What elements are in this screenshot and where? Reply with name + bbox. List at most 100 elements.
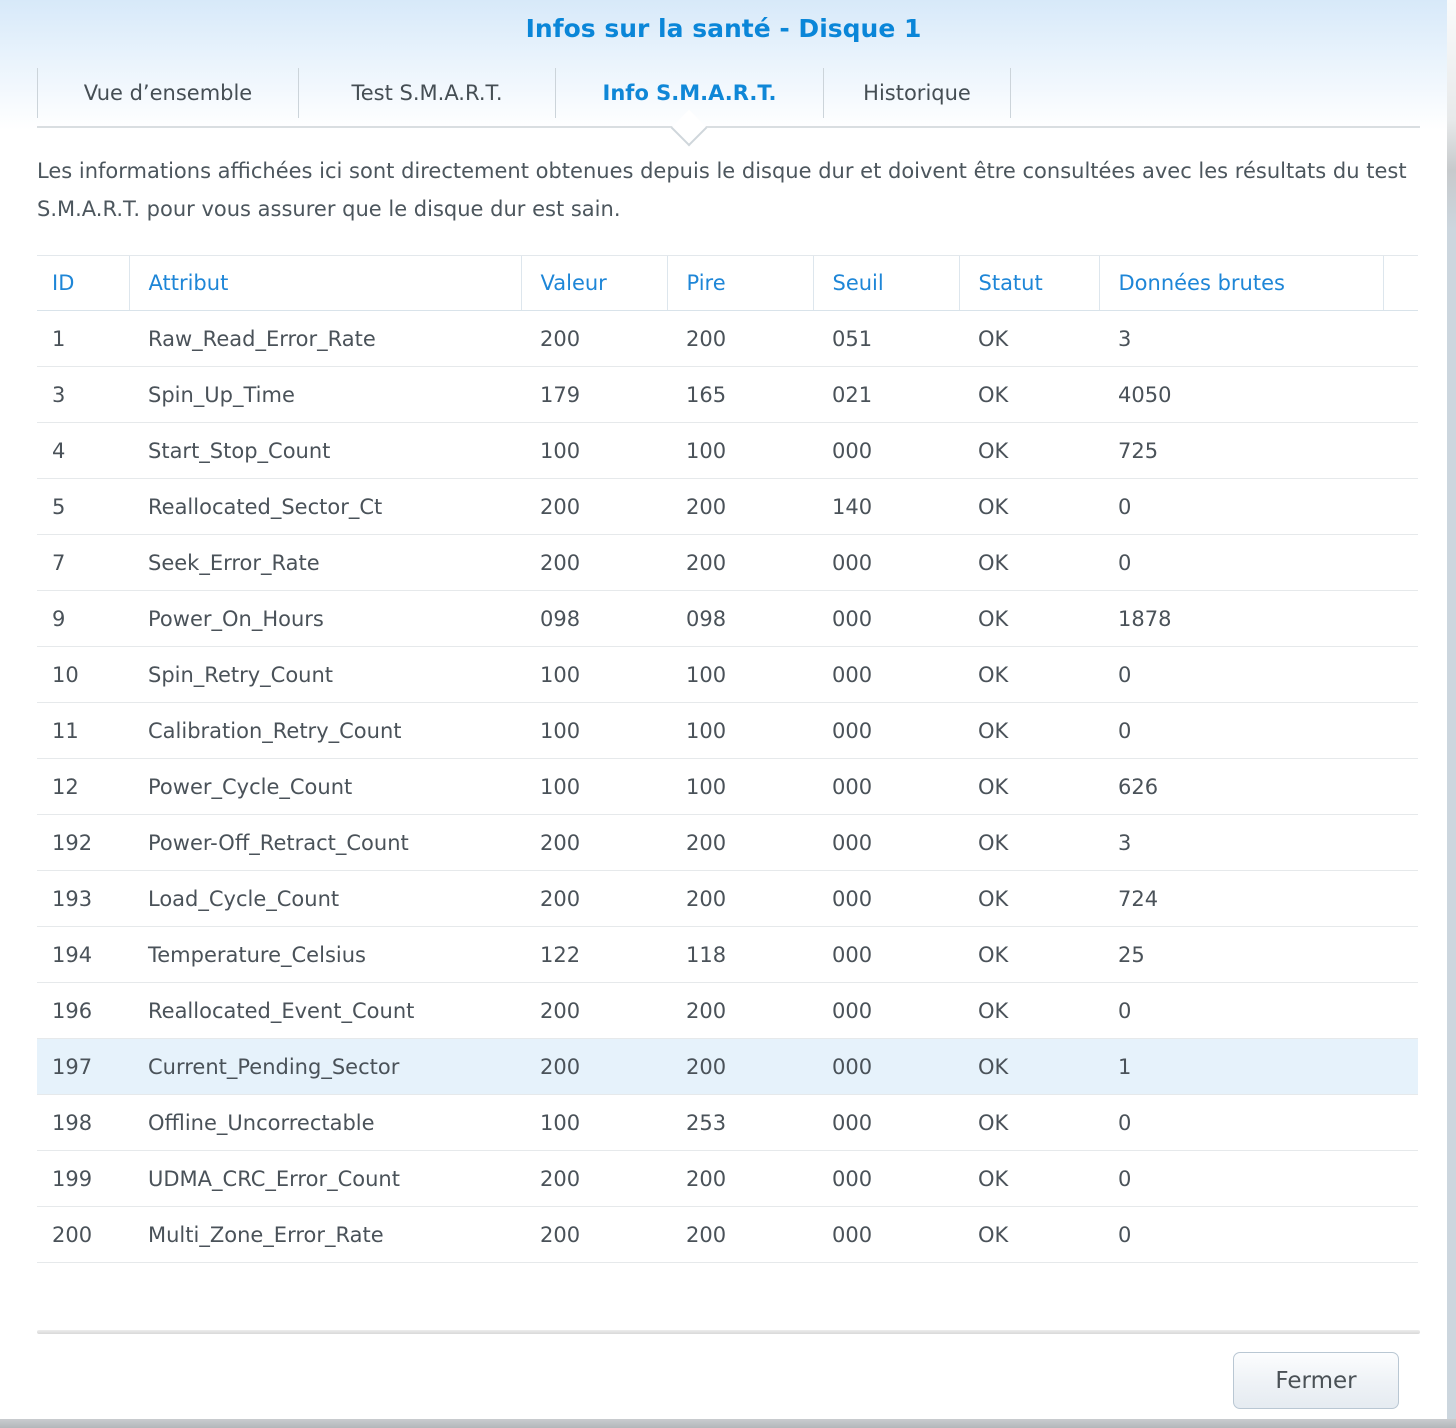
column-header-statut[interactable]: Statut — [958, 255, 1099, 311]
column-header-pire[interactable]: Pire — [666, 255, 813, 311]
cell-value: 122 — [521, 926, 667, 983]
table-row-192[interactable]: 192 Power-Off_Retract_Count 200 200 000 OK 3 — [37, 814, 1418, 871]
cell-id: 199 — [37, 1150, 129, 1207]
cell-attribute: Seek_Error_Rate — [129, 534, 521, 591]
cell-raw: 725 — [1099, 422, 1383, 479]
cell-raw: 0 — [1099, 646, 1383, 703]
cell-value: 200 — [521, 534, 667, 591]
table-row-3[interactable]: 3 Spin_Up_Time 179 165 021 OK 4050 — [37, 366, 1418, 423]
cell-value: 200 — [521, 982, 667, 1039]
table-row-196[interactable]: 196 Reallocated_Event_Count 200 200 000 OK 0 — [37, 982, 1418, 1039]
cell-value: 200 — [521, 1038, 667, 1095]
cell-attribute: UDMA_CRC_Error_Count — [129, 1150, 521, 1207]
cell-status: OK — [959, 758, 1099, 815]
cell-raw: 1878 — [1099, 590, 1383, 647]
cell-raw: 0 — [1099, 1206, 1383, 1263]
cell-attribute: Spin_Retry_Count — [129, 646, 521, 703]
table-row-11[interactable]: 11 Calibration_Retry_Count 100 100 000 OK 0 — [37, 702, 1418, 759]
cell-attribute: Power_On_Hours — [129, 590, 521, 647]
cell-worst: 200 — [667, 310, 813, 367]
cell-value: 100 — [521, 422, 667, 479]
cell-spare — [1383, 1094, 1418, 1151]
cell-status: OK — [959, 982, 1099, 1039]
cell-value: 200 — [521, 478, 667, 535]
cell-threshold: 000 — [813, 534, 959, 591]
cell-threshold: 021 — [813, 366, 959, 423]
cell-id: 10 — [37, 646, 129, 703]
cell-threshold: 000 — [813, 758, 959, 815]
cell-status: OK — [959, 1094, 1099, 1151]
cell-attribute: Raw_Read_Error_Rate — [129, 310, 521, 367]
cell-id: 12 — [37, 758, 129, 815]
cell-value: 100 — [521, 702, 667, 759]
cell-raw: 0 — [1099, 534, 1383, 591]
cell-attribute: Start_Stop_Count — [129, 422, 521, 479]
table-row-7[interactable]: 7 Seek_Error_Rate 200 200 000 OK 0 — [37, 534, 1418, 591]
column-header-seuil[interactable]: Seuil — [812, 255, 959, 311]
cell-spare — [1383, 982, 1418, 1039]
column-header-id[interactable]: ID — [37, 255, 129, 311]
cell-attribute: Temperature_Celsius — [129, 926, 521, 983]
table-row-198[interactable]: 198 Offline_Uncorrectable 100 253 000 OK 0 — [37, 1094, 1418, 1151]
cell-raw: 0 — [1099, 478, 1383, 535]
cell-id: 9 — [37, 590, 129, 647]
cell-status: OK — [959, 478, 1099, 535]
dialog-bottom-edge — [0, 1419, 1456, 1428]
column-header-valeur[interactable]: Valeur — [520, 255, 667, 311]
cell-value: 200 — [521, 310, 667, 367]
cell-status: OK — [959, 310, 1099, 367]
cell-value: 200 — [521, 1206, 667, 1263]
table-row-12[interactable]: 12 Power_Cycle_Count 100 100 000 OK 626 — [37, 758, 1418, 815]
tab-test-s-m-a-r-t[interactable]: Test S.M.A.R.T. — [298, 68, 555, 118]
tab-info-s-m-a-r-t[interactable]: Info S.M.A.R.T. — [555, 68, 823, 118]
table-row-197[interactable]: 197 Current_Pending_Sector 200 200 000 OK 1 — [37, 1038, 1418, 1095]
table-row-194[interactable]: 194 Temperature_Celsius 122 118 000 OK 25 — [37, 926, 1418, 983]
cell-status: OK — [959, 590, 1099, 647]
table-row-5[interactable]: 5 Reallocated_Sector_Ct 200 200 140 OK 0 — [37, 478, 1418, 535]
table-row-4[interactable]: 4 Start_Stop_Count 100 100 000 OK 725 — [37, 422, 1418, 479]
table-row-10[interactable]: 10 Spin_Retry_Count 100 100 000 OK 0 — [37, 646, 1418, 703]
cell-status: OK — [959, 814, 1099, 871]
cell-spare — [1383, 758, 1418, 815]
cell-spare — [1383, 814, 1418, 871]
cell-spare — [1383, 1150, 1418, 1207]
close-button[interactable]: Fermer — [1233, 1352, 1399, 1409]
cell-worst: 200 — [667, 870, 813, 927]
cell-spare — [1383, 926, 1418, 983]
cell-worst: 165 — [667, 366, 813, 423]
table-row-1[interactable]: 1 Raw_Read_Error_Rate 200 200 051 OK 3 — [37, 310, 1418, 367]
cell-worst: 118 — [667, 926, 813, 983]
cell-worst: 100 — [667, 646, 813, 703]
cell-status: OK — [959, 646, 1099, 703]
cell-worst: 200 — [667, 814, 813, 871]
cell-threshold: 000 — [813, 1150, 959, 1207]
cell-spare — [1383, 478, 1418, 535]
cell-id: 198 — [37, 1094, 129, 1151]
table-row-9[interactable]: 9 Power_On_Hours 098 098 000 OK 1878 — [37, 590, 1418, 647]
tab-divider — [37, 109, 1420, 147]
table-body: 1 Raw_Read_Error_Rate 200 200 051 OK 3 3 Spin_Up… — [37, 310, 1418, 1263]
table-row-199[interactable]: 199 UDMA_CRC_Error_Count 200 200 000 OK 0 — [37, 1150, 1418, 1207]
cell-worst: 200 — [667, 1150, 813, 1207]
cell-raw: 4050 — [1099, 366, 1383, 423]
column-header-attribut[interactable]: Attribut — [128, 255, 521, 311]
cell-worst: 200 — [667, 478, 813, 535]
cell-status: OK — [959, 926, 1099, 983]
table-row-193[interactable]: 193 Load_Cycle_Count 200 200 000 OK 724 — [37, 870, 1418, 927]
cell-attribute: Offline_Uncorrectable — [129, 1094, 521, 1151]
tab-historique[interactable]: Historique — [823, 68, 1011, 118]
cell-worst: 200 — [667, 1038, 813, 1095]
cell-threshold: 000 — [813, 590, 959, 647]
tab-vue-d-ensemble[interactable]: Vue d’ensemble — [37, 68, 298, 118]
cell-raw: 626 — [1099, 758, 1383, 815]
smart-table-container: ID Attribut Valeur Pire Seuil Statut Données b… — [37, 255, 1418, 1263]
table-row-200[interactable]: 200 Multi_Zone_Error_Rate 200 200 000 OK 0 — [37, 1206, 1418, 1263]
cell-worst: 100 — [667, 422, 813, 479]
cell-value: 100 — [521, 758, 667, 815]
cell-threshold: 000 — [813, 646, 959, 703]
column-header-donn-es-brutes[interactable]: Données brutes — [1098, 255, 1383, 311]
cell-id: 3 — [37, 366, 129, 423]
cell-status: OK — [959, 702, 1099, 759]
table-header-row: ID Attribut Valeur Pire Seuil Statut Données b… — [37, 255, 1418, 311]
cell-raw: 3 — [1099, 310, 1383, 367]
